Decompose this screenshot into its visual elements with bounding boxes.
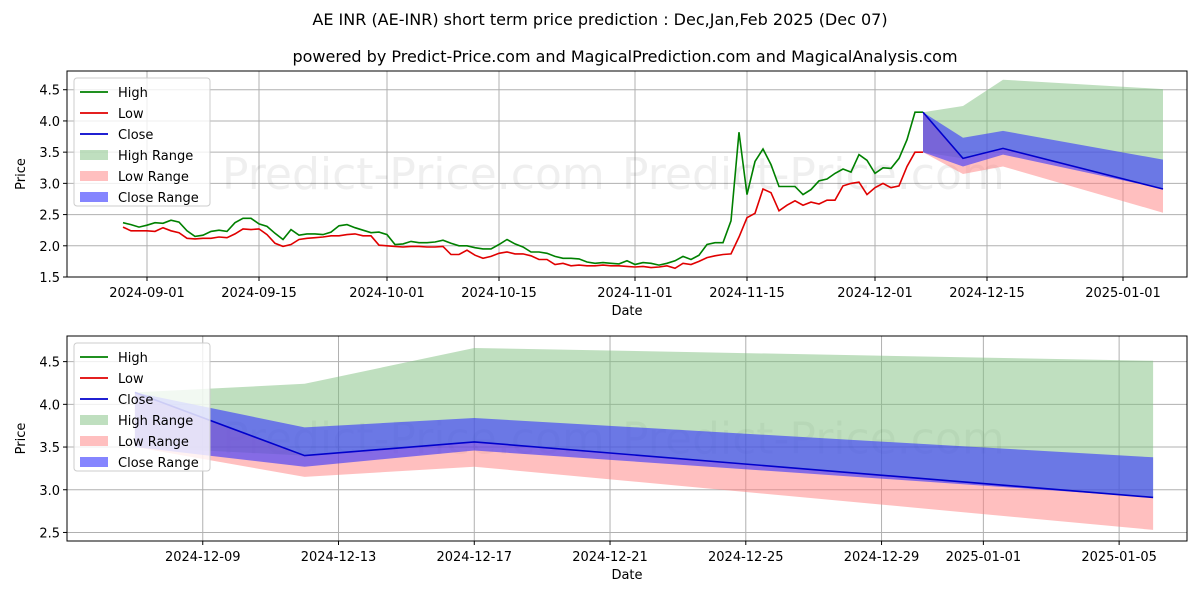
x-tick-label: 2024-12-21	[572, 550, 648, 565]
x-axis-label: Date	[611, 568, 642, 583]
legend-patch-swatch	[80, 171, 108, 181]
y-tick-label: 2.5	[39, 209, 60, 224]
y-axis-label: Price	[14, 423, 29, 455]
plot-area	[134, 348, 1154, 530]
y-tick-label: 2.0	[39, 240, 60, 255]
legend-patch-swatch	[80, 457, 108, 467]
legend-label: Low Range	[118, 170, 189, 185]
x-tick-label: 2024-12-13	[301, 550, 377, 565]
close-range-band	[134, 392, 1154, 498]
x-tick-label: 2025-01-05	[1081, 550, 1157, 565]
y-tick-label: 3.0	[39, 484, 60, 499]
y-tick-label: 2.5	[39, 526, 60, 541]
x-tick-label: 2025-01-01	[946, 550, 1022, 565]
y-tick-label: 1.5	[39, 271, 60, 286]
y-tick-label: 4.5	[39, 84, 60, 99]
x-tick-label: 2024-10-01	[349, 286, 425, 301]
y-tick-label: 3.5	[39, 441, 60, 456]
axes-frame	[66, 335, 1188, 542]
legend-label: Close	[118, 128, 153, 143]
top-panel: Predict-Price.com Predict-Price.com2024-0…	[14, 70, 1188, 319]
x-tick-label: 2024-12-01	[837, 286, 913, 301]
y-tick-label: 4.5	[39, 356, 60, 371]
legend-label: Close Range	[118, 456, 199, 471]
legend-label: Low Range	[118, 435, 189, 450]
legend-label: Low	[118, 372, 144, 387]
watermark: Predict-Price.com	[222, 149, 605, 200]
legend-label: Close Range	[118, 191, 199, 206]
low-line	[122, 151, 923, 270]
bottom-panel: Predict-Price.comPredict-Price.com2024-1…	[14, 335, 1188, 583]
x-tick-label: 2024-09-15	[221, 286, 297, 301]
close-range-band	[923, 112, 1163, 189]
x-tick-label: 2024-11-15	[709, 286, 785, 301]
chart-subtitle: powered by Predict-Price.com and Magical…	[292, 47, 957, 66]
legend-patch-swatch	[80, 415, 108, 425]
legend-label: High	[118, 86, 148, 101]
legend-label: High	[118, 351, 148, 366]
legend: High Low Close High Range Low Range Close Ran…	[73, 77, 211, 207]
x-tick-label: 2024-11-01	[597, 286, 673, 301]
chart-title: AE INR (AE-INR) short term price predict…	[312, 10, 887, 29]
legend-label: High Range	[118, 149, 193, 164]
legend: High Low Close High Range Low Range Close Ran…	[73, 342, 211, 472]
y-axis-label: Price	[14, 158, 29, 190]
axes-frame	[66, 70, 1188, 278]
legend-label: Low	[118, 107, 144, 122]
y-tick-label: 3.0	[39, 177, 60, 192]
legend-patch-swatch	[80, 150, 108, 160]
x-tick-label: 2024-10-15	[461, 286, 537, 301]
x-tick-label: 2024-12-09	[165, 550, 241, 565]
legend-patch-swatch	[80, 436, 108, 446]
legend-label: High Range	[118, 414, 193, 429]
legend-patch-swatch	[80, 192, 108, 202]
x-tick-label: 2024-12-15	[949, 286, 1025, 301]
x-tick-label: 2024-12-29	[844, 550, 920, 565]
close-line	[922, 111, 1164, 190]
legend-label: Close	[118, 393, 153, 408]
close-line	[134, 391, 1154, 499]
plot-area	[122, 79, 1164, 270]
x-tick-label: 2024-12-17	[436, 550, 512, 565]
x-tick-label: 2024-12-25	[708, 550, 784, 565]
x-axis-label: Date	[611, 304, 642, 319]
x-tick-label: 2024-09-01	[109, 286, 185, 301]
y-tick-label: 4.0	[39, 115, 60, 130]
y-tick-label: 4.0	[39, 398, 60, 413]
x-tick-label: 2025-01-01	[1085, 286, 1161, 301]
y-tick-label: 3.5	[39, 146, 60, 161]
high-line	[122, 111, 923, 266]
